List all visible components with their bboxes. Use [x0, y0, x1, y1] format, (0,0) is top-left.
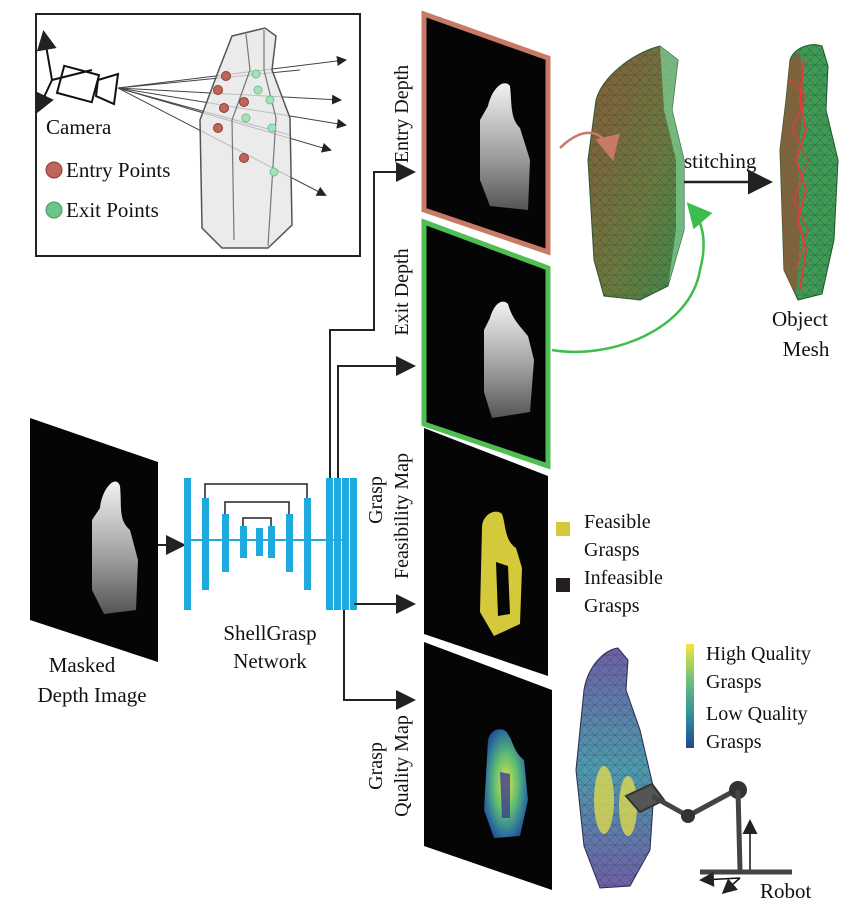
exit-points [241, 69, 279, 177]
exit-legend-dot [45, 201, 63, 219]
reconstructed-mesh [587, 45, 685, 301]
mesh-label-line2: Mesh [783, 337, 830, 361]
low-quality-label-line1: Low Quality [706, 703, 808, 725]
quality-colorbar [686, 644, 694, 748]
feasibility-label-line2: Feasibility Map [391, 453, 413, 579]
quality-label-line2: Quality Map [391, 715, 413, 817]
network-label-line1: ShellGrasp [223, 621, 316, 645]
entry-points [213, 71, 249, 163]
output-arrows [329, 162, 416, 710]
robot-arm [624, 781, 792, 894]
quality-map-panel [424, 642, 552, 890]
feasible-label-line2: Grasps [584, 539, 640, 561]
quality-label-line1: Grasp [365, 742, 387, 790]
feasibility-label-line1: Grasp [365, 476, 387, 524]
masked-label-line1: Masked [49, 653, 116, 677]
shellgrasp-network [184, 478, 357, 610]
camera-label: Camera [46, 115, 112, 139]
mesh-label-line1: Object [772, 307, 828, 331]
network-label-line2: Network [233, 649, 307, 673]
entry-depth-panel [421, 10, 551, 256]
low-quality-label-line2: Grasps [706, 731, 762, 753]
infeasible-label-line1: Infeasible [584, 567, 663, 589]
bottle-outline [199, 27, 293, 249]
entry-legend-dot [45, 161, 63, 179]
object-mesh [779, 44, 839, 301]
feasible-swatch [556, 522, 570, 536]
high-quality-label-line2: Grasps [706, 671, 762, 693]
inset-panel: Camera Entry Points Exit Points [35, 13, 361, 257]
entry-depth-label: Entry Depth [391, 65, 413, 163]
infeasible-swatch [556, 578, 570, 592]
camera-icon [35, 30, 120, 114]
entry-legend-label: Entry Points [66, 158, 170, 182]
masked-depth-image [30, 418, 158, 662]
exit-depth-label: Exit Depth [391, 248, 413, 335]
quality-mesh [575, 647, 655, 889]
entry-to-mesh-arrow [559, 131, 620, 161]
exit-depth-panel [421, 218, 551, 470]
masked-label-line2: Depth Image [37, 683, 146, 707]
high-quality-label-line1: High Quality [706, 643, 811, 665]
exit-to-mesh-arrow [551, 202, 713, 354]
stitching-label: stitching [684, 149, 757, 173]
exit-legend-label: Exit Points [66, 198, 159, 222]
feasible-label-line1: Feasible [584, 511, 651, 533]
feasibility-map-panel [424, 428, 548, 676]
robot-label: Robot [760, 879, 812, 903]
infeasible-label-line2: Grasps [584, 595, 640, 617]
